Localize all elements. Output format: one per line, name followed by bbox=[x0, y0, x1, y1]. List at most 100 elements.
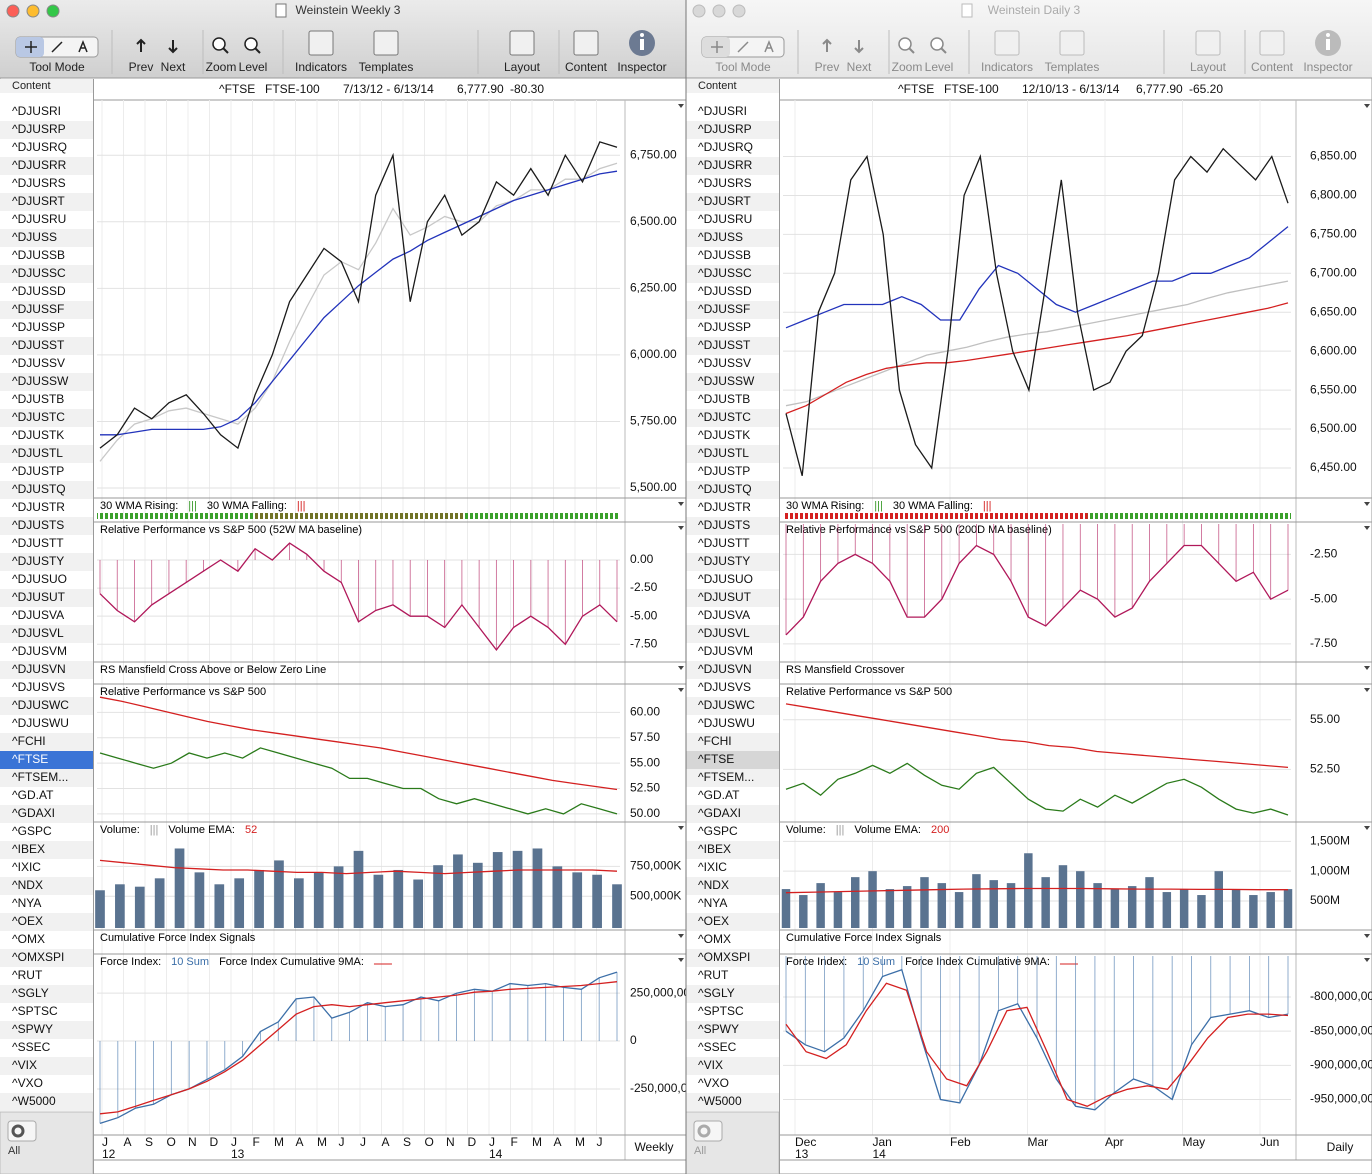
symbol-row[interactable] bbox=[686, 157, 779, 175]
symbol-name[interactable]: ^GD.AT bbox=[12, 788, 54, 802]
symbol-name[interactable]: ^SGLY bbox=[12, 986, 49, 1000]
symbol-name[interactable]: ^NYA bbox=[12, 896, 41, 910]
symbol-name[interactable]: ^DJUSVS bbox=[698, 680, 751, 694]
symbol-row[interactable] bbox=[686, 877, 779, 895]
symbol-row[interactable] bbox=[0, 751, 93, 769]
symbol-row[interactable] bbox=[0, 1021, 93, 1039]
symbol-row[interactable] bbox=[0, 913, 93, 931]
symbol-name[interactable]: ^SSEC bbox=[698, 1040, 737, 1054]
panel-menu[interactable] bbox=[1364, 104, 1370, 108]
panel-menu[interactable] bbox=[678, 666, 684, 670]
symbol-name[interactable]: ^DJUSTS bbox=[698, 518, 750, 532]
symbol-row[interactable] bbox=[686, 931, 779, 949]
symbol-name[interactable]: ^DJUSTP bbox=[12, 464, 64, 478]
symbol-row[interactable] bbox=[686, 1075, 779, 1093]
symbol-name[interactable]: ^DJUSTR bbox=[698, 500, 751, 514]
symbol-row[interactable] bbox=[0, 409, 93, 427]
symbol-name[interactable]: ^OMXSPI bbox=[12, 950, 64, 964]
symbol-row[interactable] bbox=[686, 427, 779, 445]
toolbar-label[interactable]: Next bbox=[847, 60, 872, 74]
symbol-row[interactable] bbox=[0, 967, 93, 985]
symbol-name[interactable]: ^FTSE bbox=[698, 752, 734, 766]
symbol-row[interactable] bbox=[0, 517, 93, 535]
toolbar-label[interactable]: Tool Mode bbox=[715, 60, 771, 74]
toolbar-label[interactable]: Tool Mode bbox=[29, 60, 85, 74]
symbol-name[interactable]: ^SPTSC bbox=[698, 1004, 744, 1018]
symbol-name[interactable]: ^DJUSTB bbox=[698, 392, 750, 406]
symbol-row[interactable] bbox=[0, 211, 93, 229]
toolbar-label[interactable]: Zoom bbox=[206, 60, 237, 74]
toolbar-label[interactable]: Indicators bbox=[295, 60, 347, 74]
symbol-name[interactable]: ^DJUSTC bbox=[12, 410, 65, 424]
panel-menu[interactable] bbox=[678, 934, 684, 938]
symbol-name[interactable]: ^DJUSRR bbox=[12, 158, 67, 172]
symbol-name[interactable]: ^DJUSVN bbox=[12, 662, 66, 676]
toolbar-label[interactable]: Prev bbox=[815, 60, 840, 74]
symbol-name[interactable]: ^DJUSTP bbox=[698, 464, 750, 478]
symbol-row[interactable] bbox=[686, 859, 779, 877]
symbol-name[interactable]: ^DJUSTQ bbox=[698, 482, 752, 496]
panel-menu[interactable] bbox=[1364, 502, 1370, 506]
symbol-row[interactable] bbox=[0, 445, 93, 463]
symbol-row[interactable] bbox=[0, 139, 93, 157]
symbol-name[interactable]: ^OEX bbox=[12, 914, 43, 928]
symbol-row[interactable] bbox=[686, 967, 779, 985]
panel-menu[interactable] bbox=[1364, 666, 1370, 670]
symbol-name[interactable]: ^DJUSSD bbox=[698, 284, 752, 298]
symbol-row[interactable] bbox=[0, 157, 93, 175]
symbol-row[interactable] bbox=[0, 769, 93, 787]
symbol-row[interactable] bbox=[686, 733, 779, 751]
toolbar-label[interactable]: Layout bbox=[504, 60, 541, 74]
symbol-row[interactable] bbox=[686, 103, 779, 121]
symbol-name[interactable]: ^FTSE bbox=[12, 752, 48, 766]
symbol-row[interactable] bbox=[0, 1057, 93, 1075]
symbol-name[interactable]: ^OMX bbox=[698, 932, 731, 946]
symbol-name[interactable]: ^DJUSSB bbox=[12, 248, 65, 262]
panel-menu[interactable] bbox=[678, 826, 684, 830]
symbol-row[interactable] bbox=[686, 247, 779, 265]
symbol-name[interactable]: ^GSPC bbox=[698, 824, 738, 838]
symbol-row[interactable] bbox=[686, 553, 779, 571]
symbol-name[interactable]: ^DJUSRU bbox=[698, 212, 752, 226]
symbol-name[interactable]: ^DJUSVL bbox=[698, 626, 750, 640]
symbol-name[interactable]: ^DJUSSV bbox=[698, 356, 751, 370]
symbol-name[interactable]: ^IXIC bbox=[12, 860, 41, 874]
symbol-row[interactable] bbox=[0, 427, 93, 445]
symbol-name[interactable]: ^OMX bbox=[12, 932, 45, 946]
symbol-row[interactable] bbox=[686, 751, 779, 769]
symbol-row[interactable] bbox=[0, 355, 93, 373]
symbol-name[interactable]: ^DJUSSF bbox=[12, 302, 64, 316]
symbol-name[interactable]: ^DJUSRI bbox=[12, 104, 61, 118]
symbol-name[interactable]: ^DJUSWU bbox=[12, 716, 69, 730]
symbol-row[interactable] bbox=[686, 769, 779, 787]
symbol-row[interactable] bbox=[686, 949, 779, 967]
panel-menu[interactable] bbox=[1364, 958, 1370, 962]
symbol-row[interactable] bbox=[0, 607, 93, 625]
symbol-name[interactable]: ^IBEX bbox=[12, 842, 45, 856]
symbol-row[interactable] bbox=[0, 553, 93, 571]
symbol-name[interactable]: ^DJUSRI bbox=[698, 104, 747, 118]
toolbar-label[interactable]: Zoom bbox=[892, 60, 923, 74]
symbol-name[interactable]: ^DJUSTK bbox=[698, 428, 750, 442]
symbol-name[interactable]: ^DJUSUO bbox=[12, 572, 67, 586]
symbol-row[interactable] bbox=[0, 121, 93, 139]
symbol-name[interactable]: ^GDAXI bbox=[12, 806, 55, 820]
symbol-row[interactable] bbox=[686, 661, 779, 679]
toolbar-label[interactable]: Content bbox=[565, 60, 608, 74]
symbol-name[interactable]: ^DJUSTS bbox=[12, 518, 64, 532]
symbol-row[interactable] bbox=[0, 697, 93, 715]
symbol-name[interactable]: ^DJUSVM bbox=[12, 644, 67, 658]
symbol-name[interactable]: ^DJUSTQ bbox=[12, 482, 66, 496]
symbol-name[interactable]: ^DJUSTY bbox=[698, 554, 750, 568]
symbol-row[interactable] bbox=[686, 913, 779, 931]
symbol-name[interactable]: ^NDX bbox=[12, 878, 43, 892]
symbol-row[interactable] bbox=[0, 787, 93, 805]
symbol-name[interactable]: ^DJUSVL bbox=[12, 626, 64, 640]
symbol-name[interactable]: ^DJUSVA bbox=[698, 608, 750, 622]
panel-menu[interactable] bbox=[678, 958, 684, 962]
symbol-name[interactable]: ^OEX bbox=[698, 914, 729, 928]
symbol-row[interactable] bbox=[686, 1039, 779, 1057]
symbol-row[interactable] bbox=[0, 571, 93, 589]
symbol-row[interactable] bbox=[0, 283, 93, 301]
symbol-row[interactable] bbox=[686, 337, 779, 355]
